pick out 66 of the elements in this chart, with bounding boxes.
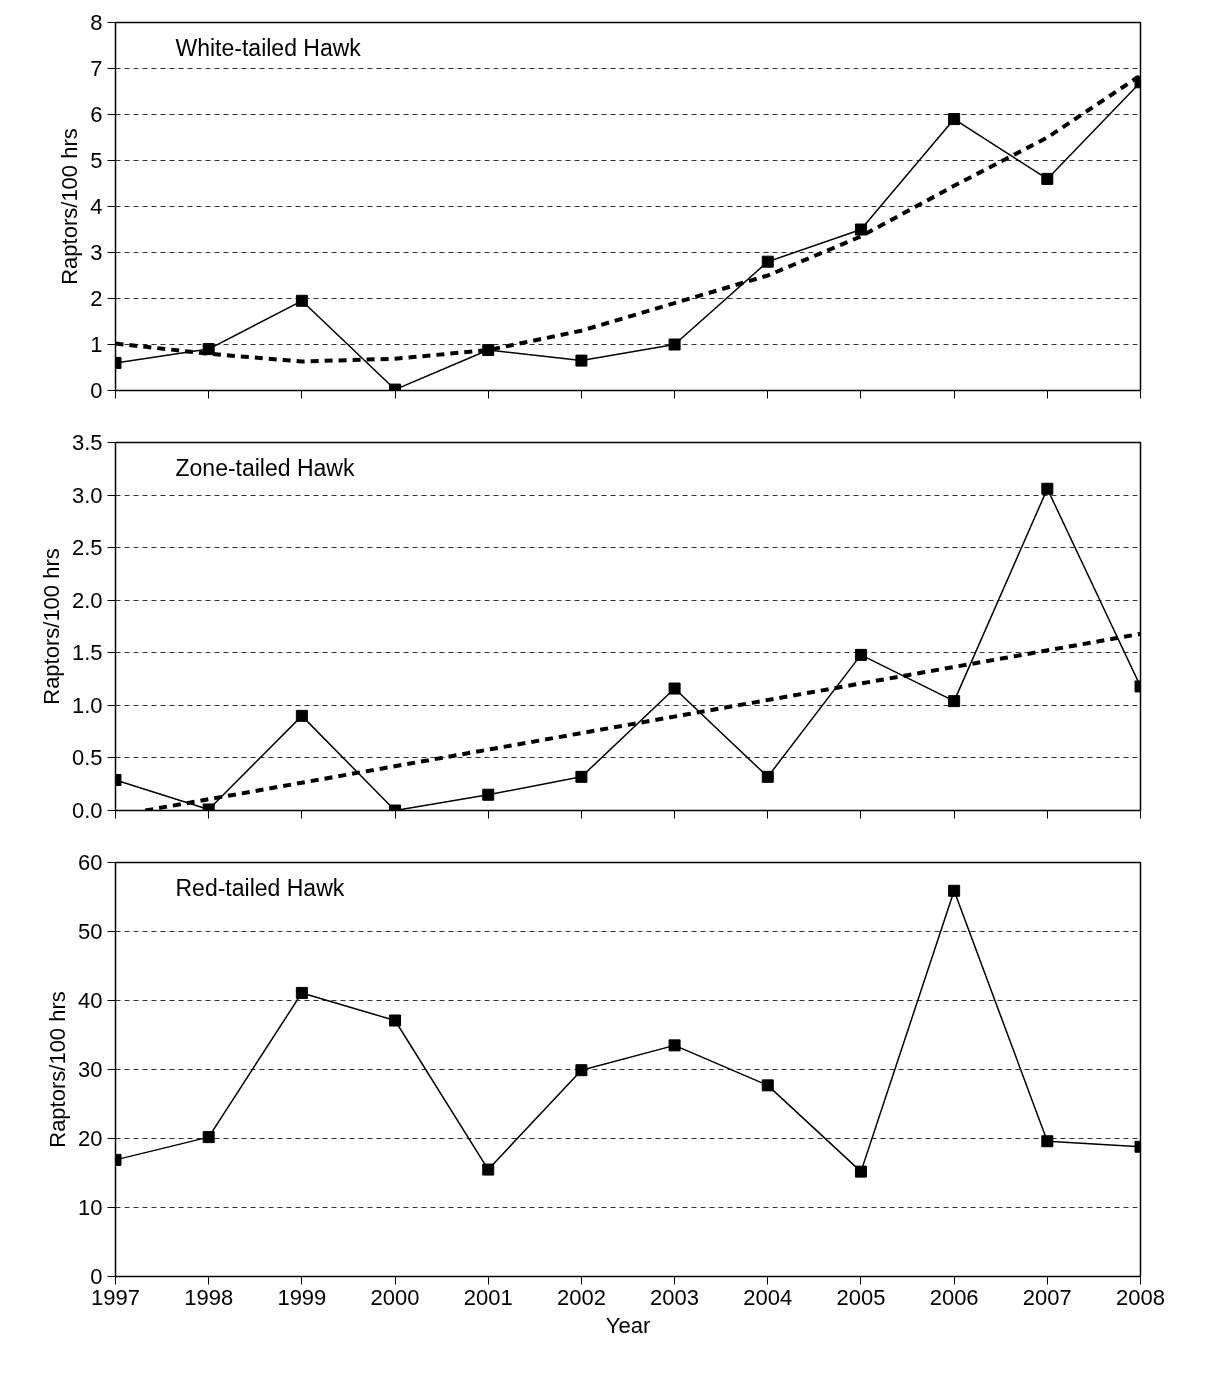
point [202, 1131, 215, 1144]
point [482, 1163, 495, 1176]
y-tick-label: 1.5 [71, 640, 103, 666]
text: Red-tailed Hawk [175, 874, 345, 901]
y-tick-label: 4 [90, 194, 103, 219]
point [854, 648, 867, 661]
y-axis-title: Raptors/100 hrs [38, 548, 64, 705]
point [295, 709, 308, 722]
y-tick-label: 6 [90, 102, 103, 127]
x-tick-label: 2003 [650, 1284, 700, 1310]
x-tick-label: 1999 [277, 1284, 327, 1310]
x-tick-label: 2008 [1116, 1284, 1165, 1310]
x-tick-label: 2000 [370, 1284, 420, 1310]
y-tick-label: 3.5 [71, 430, 103, 455]
y-tick-label: 10 [78, 1195, 103, 1220]
y-tick-label: 7 [90, 56, 103, 81]
y-tick-label: 1 [90, 332, 103, 357]
y-tick-label: 50 [78, 919, 103, 944]
y-tick-label: 5 [90, 148, 103, 173]
point [575, 770, 588, 783]
y-tick-label: 0 [90, 378, 103, 403]
y-tick-label: 0.5 [71, 745, 103, 771]
y-tick-label: 20 [78, 1126, 103, 1151]
x-tick-label: 2006 [929, 1284, 979, 1310]
point [668, 1039, 681, 1052]
point [854, 1165, 867, 1178]
point [761, 1079, 774, 1092]
x-tick-label: 2004 [743, 1284, 793, 1310]
x-tick-label: 2002 [556, 1284, 606, 1310]
y-tick-label: 60 [78, 850, 103, 875]
x-axis-title: Year [605, 1312, 651, 1338]
point [575, 1064, 588, 1077]
y-tick-label: 0.0 [71, 798, 103, 823]
y-tick-label: 2.5 [71, 535, 103, 561]
text: Zone-tailed Hawk [175, 454, 355, 481]
point [668, 338, 681, 351]
y-tick-label: 8 [90, 10, 103, 35]
point [761, 255, 774, 268]
point [1041, 172, 1054, 185]
y-tick-label: 1.0 [71, 692, 103, 718]
x-tick-label: 2005 [836, 1284, 886, 1310]
y-tick-label: 30 [78, 1057, 103, 1082]
point [1041, 1135, 1054, 1148]
x-tick-label: 1998 [184, 1284, 234, 1310]
point [575, 354, 588, 367]
y-tick-label: 40 [78, 988, 103, 1013]
y-tick-label: 2 [90, 286, 103, 311]
point [668, 682, 681, 695]
y-tick-label: 3 [90, 240, 103, 265]
point [761, 770, 774, 783]
point [948, 884, 961, 897]
y-axis-title: Raptors/100 hrs [45, 991, 71, 1148]
y-tick-label: 3.0 [71, 482, 103, 508]
y-tick-label: 2.0 [71, 587, 103, 613]
point [295, 986, 308, 999]
x-tick-label: 2007 [1022, 1284, 1072, 1310]
point [1041, 482, 1054, 495]
point [389, 1014, 402, 1027]
point [295, 294, 308, 307]
x-tick-label: 2001 [463, 1284, 513, 1310]
y-axis-title: Raptors/100 hrs [57, 128, 83, 285]
point [948, 113, 961, 126]
point [854, 223, 867, 236]
point [482, 788, 495, 801]
point [948, 695, 961, 708]
text: White-tailed Hawk [175, 34, 362, 61]
